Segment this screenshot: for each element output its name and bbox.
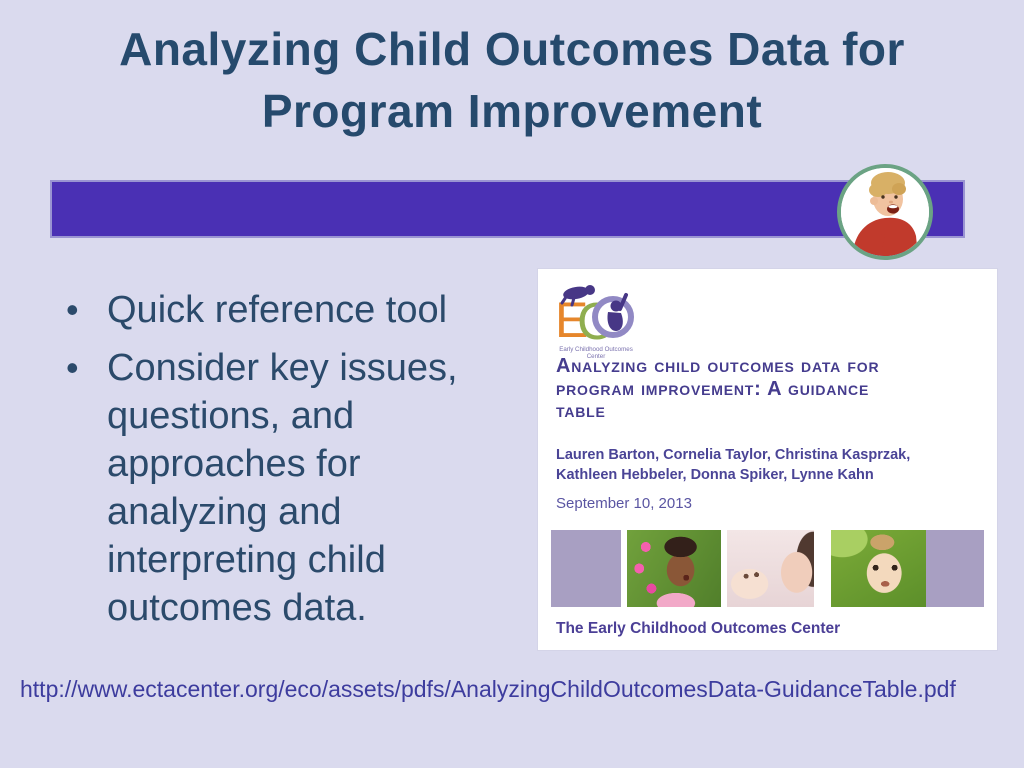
document-footer: The Early Childhood Outcomes Center: [556, 620, 841, 637]
bullet-item: Quick reference tool: [60, 286, 514, 334]
bullet-list: Quick reference tool Consider key issues…: [60, 286, 514, 632]
slide-title: Analyzing Child Outcomes Data for Progra…: [119, 23, 905, 137]
mother-and-baby-photo: [727, 530, 814, 607]
document-title-line: Analyzing child outcomes data for: [556, 355, 880, 377]
strip-purple-segment: [926, 530, 984, 607]
photo-strip: [551, 530, 984, 607]
document-date: September 10, 2013: [556, 495, 692, 512]
eco-caption-line2: Center: [587, 353, 606, 360]
document-title: Analyzing child outcomes data for progra…: [556, 355, 981, 423]
girl-photo: [627, 530, 721, 607]
crawling-baby-icon: [563, 286, 589, 300]
document-title-line: table: [556, 400, 606, 422]
title-accent-bar: [50, 180, 965, 238]
pdf-url-link[interactable]: http://www.ectacenter.org/eco/assets/pdf…: [20, 676, 956, 702]
document-title-line: program improvement: A guidance: [556, 377, 870, 400]
document-authors: Lauren Barton, Cornelia Taylor, Christin…: [556, 445, 981, 485]
eco-logo: E C Early Childhood Outcomes Center: [555, 285, 634, 360]
bullet-item: Consider key issues, questions, and appr…: [60, 344, 514, 632]
strip-purple-segment: [551, 530, 621, 607]
bullet-column: Quick reference tool Consider key issues…: [60, 286, 520, 642]
authors-line: Lauren Barton, Cornelia Taylor, Christin…: [556, 447, 911, 463]
document-preview-card: E C Early Childhood Outcomes Center Anal…: [537, 268, 998, 651]
toddler-photo: [837, 164, 933, 260]
baby-photo: [831, 530, 926, 607]
toddler-illustration: [841, 168, 929, 256]
eco-caption-line1: Early Childhood Outcomes: [559, 346, 633, 353]
authors-line: Kathleen Hebbeler, Donna Spiker, Lynne K…: [556, 467, 874, 483]
